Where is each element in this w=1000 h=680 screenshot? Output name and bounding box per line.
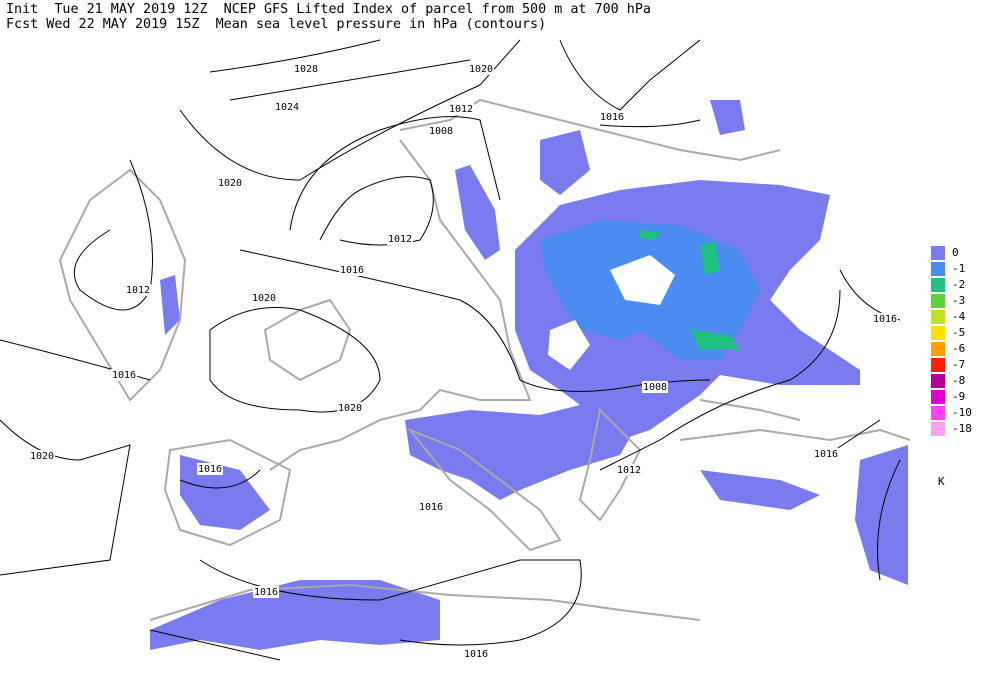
- contour-label: 1020: [30, 451, 54, 462]
- legend-label: -5: [952, 326, 965, 339]
- isobar: [149, 469, 582, 661]
- legend-label: -1: [952, 262, 965, 275]
- label-bg: [418, 501, 444, 513]
- contour-label: 1016: [464, 649, 488, 660]
- legend-label: -9: [952, 390, 965, 403]
- label-bg: [616, 464, 642, 476]
- label-bg: [274, 101, 300, 113]
- legend-label: -7: [952, 358, 965, 371]
- lifted-index-areas: [150, 100, 908, 650]
- label-bg: [111, 369, 137, 381]
- label-bg: [251, 292, 277, 304]
- isobar: [559, 39, 901, 581]
- coastline: [58, 168, 187, 402]
- li-area: [160, 275, 180, 335]
- legend-swatch: [931, 326, 945, 340]
- label-bg: [813, 448, 839, 460]
- label-bg: [125, 284, 151, 296]
- label-bg: [642, 381, 668, 393]
- contour-label: 1016: [600, 112, 624, 123]
- legend-swatch: [931, 406, 945, 420]
- legend-swatch: [931, 310, 945, 324]
- legend-label: -18: [952, 422, 972, 435]
- li-area: [455, 165, 500, 260]
- label-bg: [872, 313, 898, 325]
- contour-label: 1008: [429, 126, 453, 137]
- contour-label: 1028: [294, 64, 318, 75]
- li-area: [405, 400, 640, 500]
- label-bg: [463, 648, 489, 660]
- legend-swatch: [931, 422, 945, 436]
- label-bg: [428, 125, 454, 137]
- contour-label: 1016: [254, 587, 278, 598]
- isobar: [179, 39, 521, 181]
- li-area: [540, 130, 590, 195]
- label-bg: [339, 264, 365, 276]
- isobars: [0, 39, 901, 661]
- contour-label: 1016: [198, 464, 222, 475]
- legend-label: -10: [952, 406, 972, 419]
- legend-swatch: [931, 246, 945, 260]
- contour-labels: 1028 1020 1024 1012 1016 1008 1020 1012 1016 1012…: [29, 63, 898, 660]
- legend-label: -3: [952, 294, 965, 307]
- label-bg: [29, 450, 55, 462]
- label-bg: [468, 63, 494, 75]
- li-area: [700, 100, 908, 585]
- legend-label: 0: [952, 246, 959, 259]
- isobar: [0, 307, 381, 576]
- li-area: [640, 230, 740, 350]
- label-bg: [599, 111, 625, 123]
- contour-label: 1016: [112, 370, 136, 381]
- legend-swatch: [931, 342, 945, 356]
- contour-label: 1012: [126, 285, 150, 296]
- header-line: Init Tue 21 MAY 2019 12Z NCEP GFS Lifted…: [6, 2, 651, 17]
- legend-unit: K: [938, 475, 945, 488]
- legend-swatch: [931, 358, 945, 372]
- contour-label: 1024: [275, 102, 299, 113]
- legend: K 0 -1 -2 -3 -4 -5 -6 -7 -8 -9 -10 -18: [931, 246, 972, 488]
- coastline: [263, 298, 352, 382]
- label-bg: [448, 103, 474, 115]
- label-bg: [217, 177, 243, 189]
- legend-swatch: [931, 294, 945, 308]
- contour-label: 1012: [388, 234, 412, 245]
- contour-label: 1020: [252, 293, 276, 304]
- header-line: Fcst Wed 22 MAY 2019 15Z Mean sea level …: [6, 17, 546, 32]
- label-bg: [387, 233, 413, 245]
- legend-swatch: [931, 278, 945, 292]
- contour-label: 1020: [338, 403, 362, 414]
- legend-swatch: [931, 390, 945, 404]
- contour-label: 1016: [419, 502, 443, 513]
- contour-label: 1020: [218, 178, 242, 189]
- li-area: [180, 455, 270, 530]
- label-bg: [197, 463, 223, 475]
- li-area: [150, 580, 440, 650]
- legend-label: -8: [952, 374, 965, 387]
- label-bg: [293, 63, 319, 75]
- coastlines: [58, 98, 911, 621]
- label-bg: [337, 402, 363, 414]
- contour-label: 1020: [469, 64, 493, 75]
- legend-label: -6: [952, 342, 965, 355]
- contour-label: 1016: [873, 314, 897, 325]
- legend-label: -2: [952, 278, 965, 291]
- contour-label: 1016: [814, 449, 838, 460]
- li-gap: [548, 255, 675, 370]
- legend-label: -4: [952, 310, 966, 323]
- contour-label: 1016: [340, 265, 364, 276]
- label-bg: [253, 586, 279, 598]
- legend-swatch: [931, 262, 945, 276]
- coastline: [149, 399, 911, 621]
- contour-label: 1008: [643, 382, 667, 393]
- contour-label: 1012: [449, 104, 473, 115]
- legend-swatch: [931, 374, 945, 388]
- contour-label: 1012: [617, 465, 641, 476]
